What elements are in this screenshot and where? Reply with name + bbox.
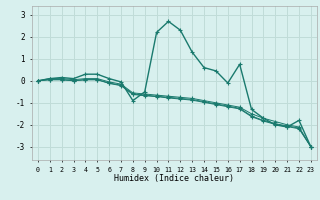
X-axis label: Humidex (Indice chaleur): Humidex (Indice chaleur)	[115, 174, 234, 183]
